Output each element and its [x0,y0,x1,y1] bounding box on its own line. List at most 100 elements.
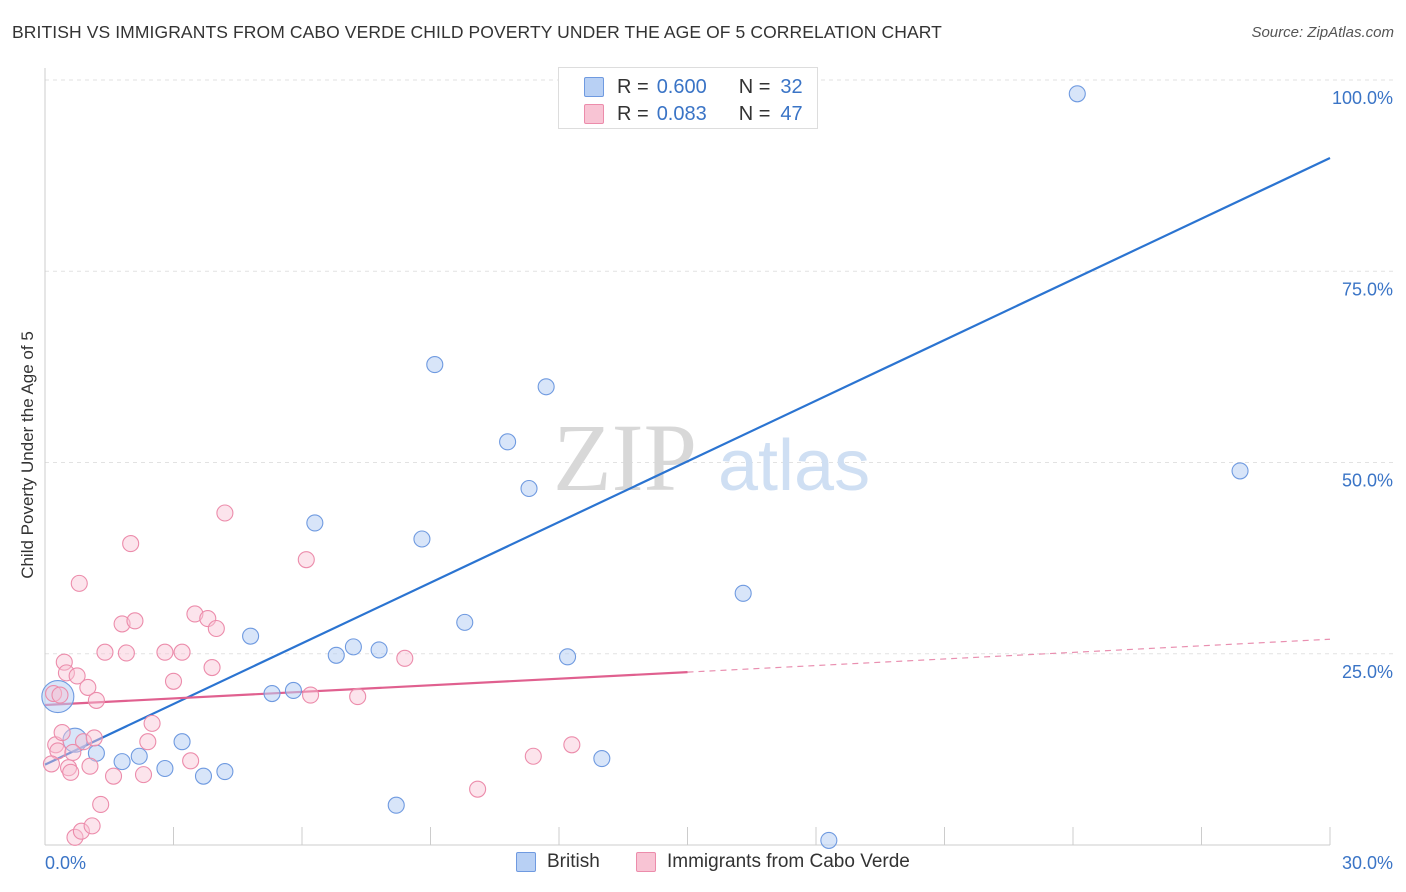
data-points [41,85,1249,849]
cabo-verde-point [143,714,161,732]
cabo-verde-point [64,743,82,761]
y-tick-label: 50.0% [1342,471,1393,491]
x-tick-label: 0.0% [45,853,86,873]
cabo-verde-point [396,649,414,667]
cabo-verde-point [62,763,80,781]
n-value: 32 [780,75,803,98]
cabo-verde-point [122,535,140,553]
cabo-verde-point [203,658,221,677]
cabo-verde-point [55,653,73,671]
cabo-verde-point [173,643,191,661]
cabo-verde-point [87,691,105,709]
cabo-verde-point [164,672,183,690]
cabo-verde-trend-extension [687,638,1331,673]
cabo-verde-point [57,664,75,682]
cabo-verde-point [297,551,315,569]
correlation-legend: R = 0.600 N = 32 R = 0.083 N = 47 [558,67,818,129]
british-point [370,641,388,659]
cabo-verde-point [186,605,204,623]
cabo-verde-swatch [636,852,656,872]
chart-title: BRITISH VS IMMIGRANTS FROM CABO VERDE CH… [12,22,942,42]
british-point [173,733,191,751]
cabo-verde-point [134,766,153,784]
n-label: N = [738,75,771,98]
trend-lines [44,157,1331,766]
source-credit: Source: ZipAtlas.com [1251,24,1394,41]
cabo-verde-point [72,822,90,840]
watermark-zip: ZIP [553,404,697,511]
cabo-verde-point [113,615,131,633]
british-point [156,759,174,778]
british-point [820,831,838,849]
british-point [387,796,405,814]
r-label: R = [617,102,649,125]
cabo-verde-point [53,723,71,742]
series-legend: British Immigrants from Cabo Verde [0,851,1406,877]
british-point [327,646,345,664]
y-tick-label: 25.0% [1342,662,1393,682]
r-label: R = [617,75,649,98]
cabo-verde-point [126,612,144,630]
cabo-verde-point [45,684,63,703]
legend-label-cabo-verde: Immigrants from Cabo Verde [667,851,910,872]
tick-labels: 25.0% 50.0% 75.0% 100.0% 0.0% 30.0% [45,88,1393,873]
legend-label-british: British [547,851,600,872]
british-point [130,747,148,765]
british-point [426,356,444,374]
british-point [1231,462,1249,480]
legend-row-british: R = 0.600 N = 32 [584,75,803,99]
cabo-verde-point [207,619,225,638]
y-tick-label: 75.0% [1342,279,1393,299]
y-axis-label: Child Poverty Under the Age of 5 [18,331,37,579]
british-point [456,613,474,631]
cabo-verde-point [563,736,581,754]
cabo-verde-point [469,780,487,798]
cabo-verde-point [85,729,103,747]
gridlines [45,79,1395,655]
cabo-verde-point [96,643,114,661]
british-point [284,681,302,700]
british-point [593,750,611,768]
cabo-verde-point [117,644,135,662]
british-point [41,680,75,714]
cabo-verde-point [83,817,101,835]
cabo-verde-trend-line [44,671,688,707]
legend-item-british[interactable]: British [516,851,600,873]
cabo-verde-point [92,795,110,814]
british-point [499,433,517,451]
cabo-verde-point [349,688,367,706]
cabo-verde-point [139,733,157,751]
cabo-verde-point [70,574,88,592]
cabo-verde-point [216,504,234,522]
british-point [263,684,281,703]
british-point [734,584,752,602]
british-point [1068,85,1086,103]
cabo-verde-point [182,752,200,770]
watermark-atlas: atlas [718,426,870,506]
cabo-verde-point [79,678,97,696]
x-tick-label: 30.0% [1342,853,1393,873]
cabo-verde-point [302,686,320,704]
british-point [559,648,577,666]
cabo-verde-point [66,828,84,846]
n-label: N = [738,102,771,125]
cabo-verde-point [51,686,69,704]
british-point [537,378,555,396]
british-point [216,763,234,781]
british-point [520,479,538,498]
cabo-verde-point [524,747,542,765]
cabo-verde-point [156,643,174,661]
r-value: 0.600 [656,75,707,98]
british-point [242,627,260,645]
axes [44,68,1331,846]
r-value: 0.083 [656,102,707,125]
british-trend-line [44,157,1331,766]
british-point [194,767,213,785]
legend-item-cabo-verde[interactable]: Immigrants from Cabo Verde [636,851,910,873]
cabo-verde-point [104,767,123,785]
cabo-verde-point [42,755,60,773]
british-point [344,638,362,656]
british-swatch [584,77,604,97]
british-point [413,530,431,548]
